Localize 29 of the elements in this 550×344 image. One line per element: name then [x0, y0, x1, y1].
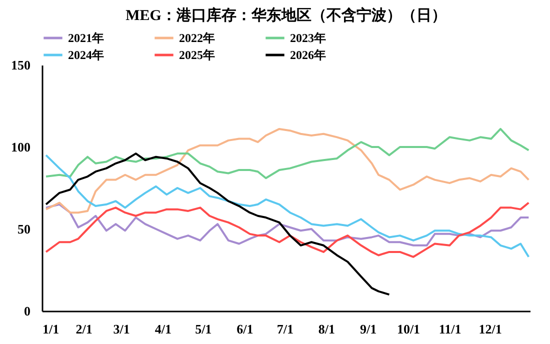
line-series: [45, 152, 390, 296]
x-tick-label: 10/1: [396, 322, 420, 336]
x-tick-label: 12/1: [478, 322, 502, 336]
legend-label: 2024年: [68, 48, 104, 62]
line-series: [45, 128, 530, 180]
x-tick-label: 11/1: [438, 322, 462, 336]
x-tick-label: 9/1: [360, 322, 377, 336]
line-series: [45, 154, 530, 258]
x-tick-label: 5/1: [195, 322, 212, 336]
line-series: [45, 128, 530, 214]
legend-label: 2025年: [179, 48, 215, 62]
x-tick-label: 2/1: [76, 322, 92, 336]
y-tick-label: 150: [11, 58, 30, 72]
x-tick-label: 6/1: [236, 322, 254, 336]
y-tick-label: 100: [11, 140, 30, 154]
x-tick-label: 7/1: [276, 322, 294, 336]
chart-title: MEG：港口库存：华东地区（不含宁波）（日）: [126, 6, 446, 24]
x-tick-label: 4/1: [154, 322, 172, 336]
line-series: [45, 203, 530, 246]
legend-label: 2023年: [290, 31, 326, 45]
y-tick-label: 50: [18, 222, 30, 236]
line-series: [45, 202, 530, 258]
x-tick-label: 8/1: [318, 322, 336, 336]
x-tick-label: 3/1: [113, 322, 130, 336]
legend-label: 2021年: [68, 31, 104, 45]
x-tick-label: 1/1: [42, 322, 60, 336]
legend-label: 2026年: [290, 48, 326, 62]
legend-label: 2022年: [179, 31, 215, 45]
y-tick-label: 0: [24, 304, 30, 318]
